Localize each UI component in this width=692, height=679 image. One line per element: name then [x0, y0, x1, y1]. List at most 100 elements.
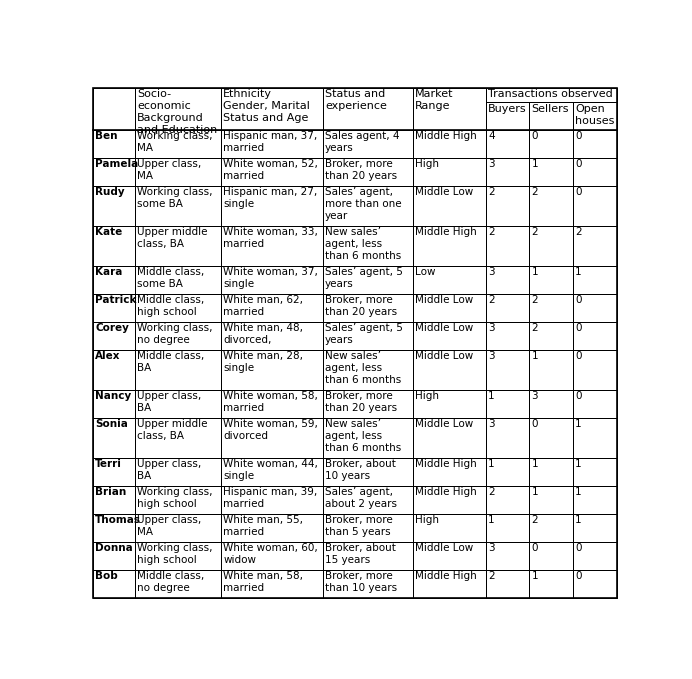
Bar [135, 350, 221, 390]
Bar [413, 294, 486, 322]
Bar [529, 514, 573, 542]
Text: 3: 3 [488, 267, 495, 277]
Text: White woman, 59,
divorced: White woman, 59, divorced [223, 419, 318, 441]
Text: 3: 3 [488, 159, 495, 169]
Bar [486, 158, 529, 186]
Text: Broker, more
than 5 years: Broker, more than 5 years [325, 515, 392, 537]
Text: 2: 2 [575, 227, 582, 237]
Bar [573, 158, 617, 186]
Text: 0: 0 [575, 543, 582, 553]
Bar [573, 418, 617, 458]
Text: Sonia: Sonia [95, 419, 128, 429]
Text: 2: 2 [488, 187, 495, 197]
Bar [529, 542, 573, 570]
Text: 0: 0 [531, 543, 538, 553]
Bar [135, 485, 221, 514]
Bar [322, 322, 413, 350]
Text: 2: 2 [531, 187, 538, 197]
Bar [573, 350, 617, 390]
Text: 0: 0 [575, 571, 582, 581]
Text: Kate: Kate [95, 227, 122, 237]
Bar [529, 350, 573, 390]
Text: 1: 1 [531, 487, 538, 497]
Bar [529, 226, 573, 265]
Text: Working class,
high school: Working class, high school [137, 543, 212, 565]
Bar [486, 226, 529, 265]
Text: Working class,
some BA: Working class, some BA [137, 187, 212, 209]
Bar [573, 485, 617, 514]
Bar [529, 186, 573, 226]
Bar [221, 390, 322, 418]
Bar [135, 390, 221, 418]
Text: High: High [415, 515, 439, 525]
Bar [486, 570, 529, 598]
Bar [93, 130, 135, 158]
Bar [93, 294, 135, 322]
Bar [135, 130, 221, 158]
Text: Broker, more
than 10 years: Broker, more than 10 years [325, 571, 397, 593]
Bar [322, 226, 413, 265]
Bar [221, 350, 322, 390]
Bar [486, 350, 529, 390]
Bar [413, 88, 486, 130]
Text: Transactions observed: Transactions observed [488, 89, 612, 99]
Bar [93, 390, 135, 418]
Bar [135, 294, 221, 322]
Bar [221, 186, 322, 226]
Bar [573, 390, 617, 418]
Text: Middle Low: Middle Low [415, 187, 473, 197]
Text: White woman, 37,
single: White woman, 37, single [223, 267, 318, 289]
Bar [413, 542, 486, 570]
Text: 2: 2 [531, 323, 538, 333]
Bar [135, 514, 221, 542]
Bar [486, 294, 529, 322]
Bar [93, 485, 135, 514]
Bar [486, 322, 529, 350]
Bar [486, 390, 529, 418]
Bar [135, 570, 221, 598]
Text: 0: 0 [531, 131, 538, 141]
Text: 1: 1 [531, 159, 538, 169]
Bar [573, 103, 617, 130]
Text: Upper class,
BA: Upper class, BA [137, 391, 201, 413]
Bar [135, 542, 221, 570]
Text: Pamela: Pamela [95, 159, 138, 169]
Text: Broker, about
15 years: Broker, about 15 years [325, 543, 396, 565]
Bar [221, 485, 322, 514]
Text: Status and
experience: Status and experience [325, 89, 387, 111]
Bar [93, 186, 135, 226]
Bar [135, 226, 221, 265]
Bar [486, 186, 529, 226]
Text: Terri: Terri [95, 459, 122, 469]
Text: Upper middle
class, BA: Upper middle class, BA [137, 419, 208, 441]
Bar [573, 542, 617, 570]
Text: Middle High: Middle High [415, 227, 477, 237]
Bar [413, 350, 486, 390]
Bar [322, 294, 413, 322]
Text: Buyers: Buyers [488, 104, 527, 114]
Text: 1: 1 [531, 571, 538, 581]
Bar [529, 294, 573, 322]
Text: 1: 1 [575, 459, 582, 469]
Text: 2: 2 [531, 515, 538, 525]
Bar [93, 88, 135, 130]
Text: Hispanic man, 27,
single: Hispanic man, 27, single [223, 187, 318, 209]
Text: Low: Low [415, 267, 436, 277]
Text: White woman, 33,
married: White woman, 33, married [223, 227, 318, 249]
Text: Middle High: Middle High [415, 487, 477, 497]
Text: 1: 1 [488, 459, 495, 469]
Bar [221, 418, 322, 458]
Text: 2: 2 [531, 227, 538, 237]
Bar [221, 158, 322, 186]
Bar [486, 130, 529, 158]
Bar [322, 88, 413, 130]
Bar [135, 158, 221, 186]
Bar [413, 514, 486, 542]
Bar [413, 458, 486, 485]
Text: Broker, about
10 years: Broker, about 10 years [325, 459, 396, 481]
Bar [486, 103, 529, 130]
Text: Patrick: Patrick [95, 295, 136, 305]
Bar [221, 542, 322, 570]
Bar [93, 418, 135, 458]
Text: 3: 3 [488, 351, 495, 361]
